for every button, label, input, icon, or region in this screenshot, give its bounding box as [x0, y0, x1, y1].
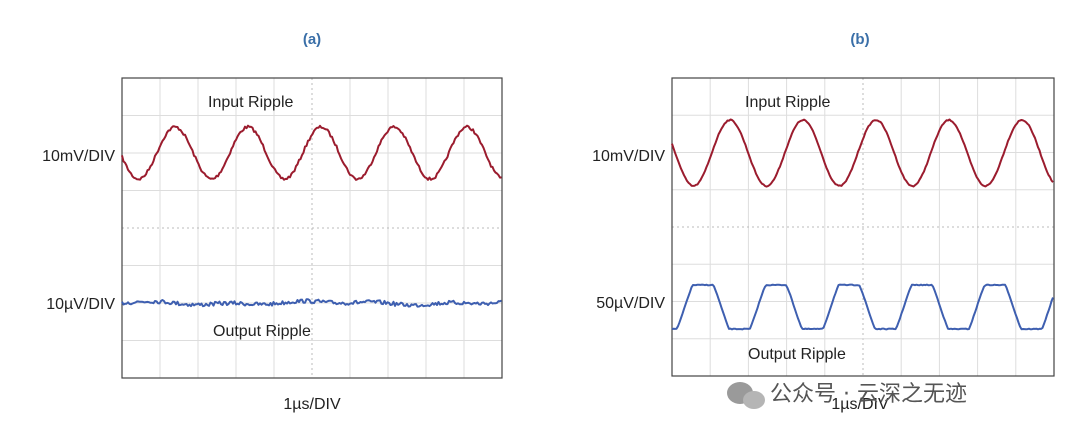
time-scale-label: 1µs/DIV — [831, 396, 889, 413]
output-ripple-trace — [121, 298, 502, 308]
watermark: 公众号 · 云深之无迹 — [770, 382, 967, 407]
output-ripple-trace — [671, 283, 1054, 331]
scale-label: 10mV/DIV — [42, 148, 115, 165]
input-ripple-trace — [671, 118, 1054, 188]
panel-tag: (a) — [303, 31, 321, 48]
scope-frame — [121, 77, 503, 379]
trace-label: Output Ripple — [213, 323, 311, 340]
trace-label: Input Ripple — [208, 94, 293, 111]
time-scale-label: 1µs/DIV — [283, 396, 341, 413]
scale-label: 10mV/DIV — [592, 148, 665, 165]
scope-frame — [671, 77, 1055, 377]
panel-tag: (b) — [850, 31, 869, 48]
trace-label: Output Ripple — [748, 346, 846, 363]
input-ripple-trace — [121, 124, 502, 181]
scale-label: 10µV/DIV — [46, 296, 115, 313]
watermark-icon — [727, 382, 765, 409]
trace-label: Input Ripple — [745, 94, 830, 111]
scale-label: 50µV/DIV — [596, 295, 665, 312]
